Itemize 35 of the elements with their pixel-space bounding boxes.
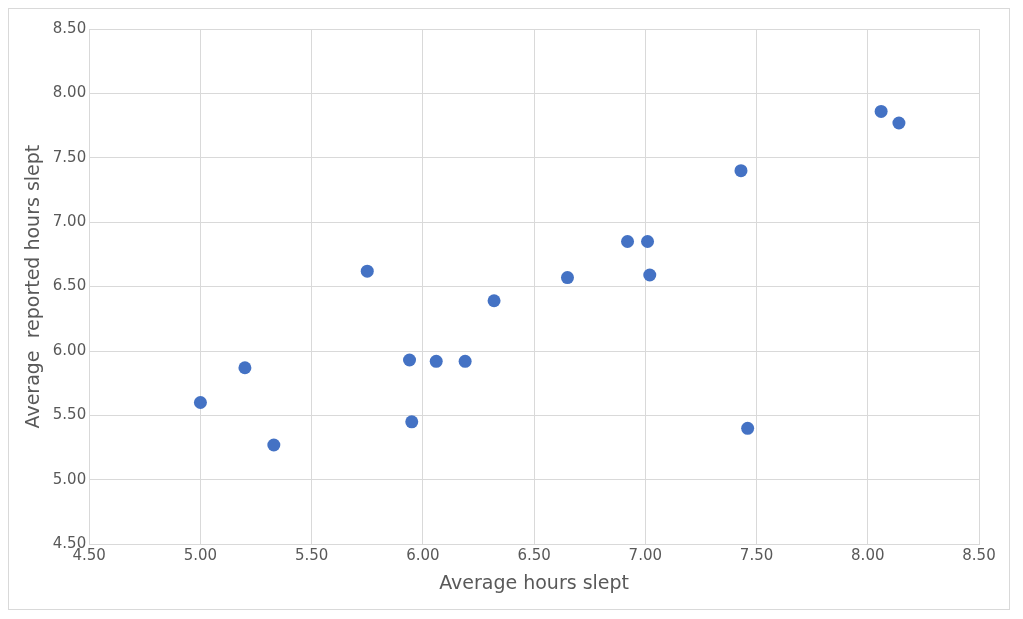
y-tick-label: 7.50 bbox=[52, 147, 87, 166]
x-tick-label: 6.00 bbox=[406, 546, 440, 565]
y-tick-label: 7.00 bbox=[52, 212, 87, 231]
x-tick-label: 5.00 bbox=[183, 546, 218, 565]
x-tick-label: 6.50 bbox=[517, 546, 551, 565]
point bbox=[267, 438, 281, 452]
x-tick-label: 8.50 bbox=[962, 546, 996, 565]
point bbox=[487, 294, 501, 308]
y-axis-title: Average reported hours slept bbox=[21, 144, 44, 429]
point bbox=[429, 354, 443, 368]
point bbox=[734, 164, 748, 178]
x-tick-label: 5.50 bbox=[294, 546, 329, 565]
x-tick-label: 8.00 bbox=[851, 546, 885, 565]
x-tick-label: 7.50 bbox=[739, 546, 774, 565]
point bbox=[560, 271, 574, 285]
y-tick-label: 6.50 bbox=[52, 276, 87, 295]
x-axis-title: Average hours slept bbox=[439, 570, 630, 593]
x-tick-label: 7.00 bbox=[628, 546, 663, 565]
point bbox=[874, 104, 888, 118]
point bbox=[641, 235, 655, 249]
y-tick-label: 8.00 bbox=[52, 83, 87, 102]
point bbox=[403, 353, 417, 367]
y-tick-label: 8.50 bbox=[52, 18, 87, 37]
y-tick-label: 5.50 bbox=[52, 405, 87, 424]
point bbox=[193, 396, 207, 410]
point bbox=[360, 264, 374, 278]
y-tick-label: 6.00 bbox=[52, 340, 87, 359]
y-tick-label: 5.00 bbox=[52, 469, 87, 488]
point bbox=[405, 415, 419, 429]
point bbox=[458, 354, 472, 368]
point bbox=[238, 361, 252, 375]
point bbox=[892, 116, 906, 130]
point bbox=[643, 268, 657, 282]
point bbox=[621, 235, 635, 249]
point bbox=[741, 421, 755, 435]
